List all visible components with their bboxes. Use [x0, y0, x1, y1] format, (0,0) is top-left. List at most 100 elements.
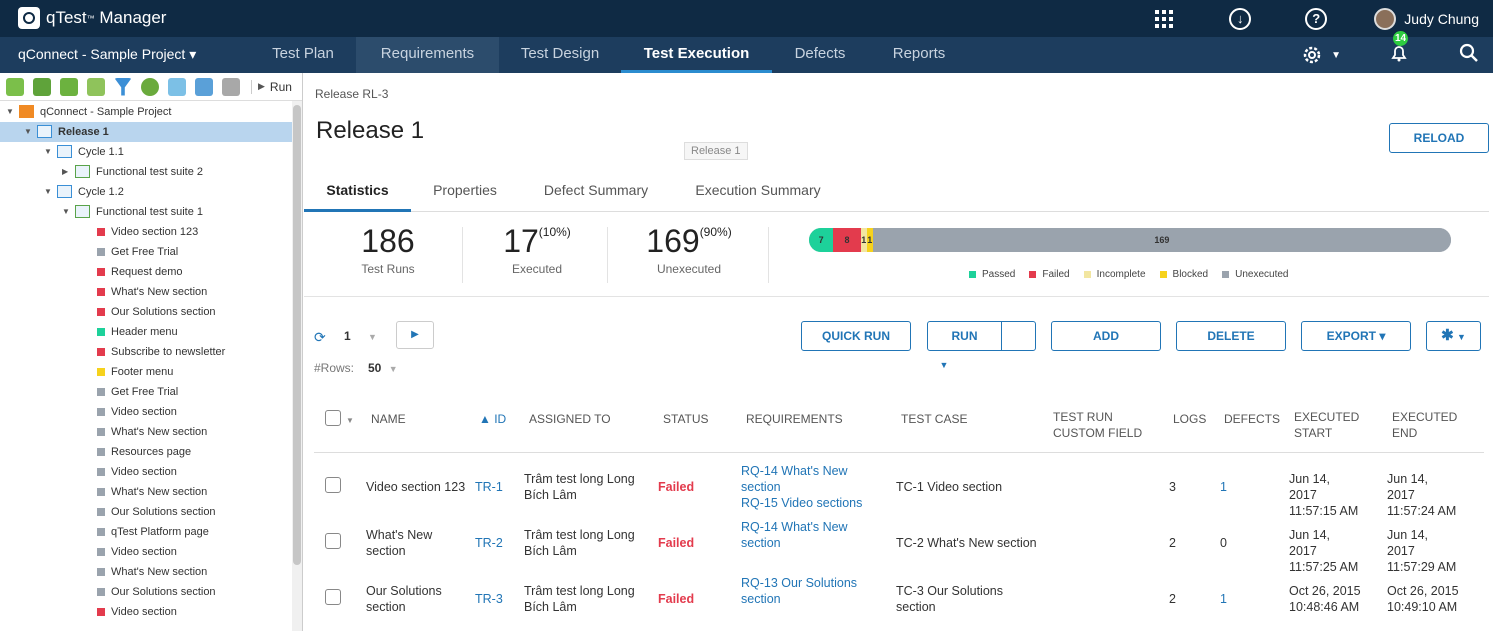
quick-run-button[interactable]: QUICK RUN — [801, 321, 911, 351]
search-icon[interactable] — [1459, 43, 1479, 67]
add-button[interactable]: ADD — [1051, 321, 1161, 351]
expand-icon[interactable]: ▶ — [62, 167, 69, 176]
settings-gear-icon[interactable]: ▼ — [1301, 44, 1341, 66]
export-button[interactable]: EXPORT ▾ — [1301, 321, 1411, 351]
tree-item[interactable]: Resources page — [0, 442, 292, 462]
col-name[interactable]: NAME — [371, 412, 406, 426]
col-executed-end[interactable]: EXECUTED END — [1392, 410, 1458, 440]
filter-icon[interactable] — [114, 77, 132, 96]
tree-item[interactable]: ▼ Cycle 1.2 — [0, 182, 292, 202]
download-icon[interactable]: ↓ — [1228, 7, 1252, 31]
refresh-icon[interactable] — [141, 77, 159, 96]
run-id-link[interactable]: TR-1 — [475, 480, 503, 494]
collapse-icon[interactable]: ▼ — [24, 127, 32, 136]
tree-item[interactable]: Request demo — [0, 262, 292, 282]
col-defects[interactable]: DEFECTS — [1224, 412, 1281, 426]
trophy-icon[interactable] — [87, 77, 105, 96]
run-button[interactable]: RUN — [928, 322, 1002, 350]
user-menu[interactable]: Judy Chung — [1374, 7, 1479, 30]
run-name[interactable]: Video section 123 — [366, 480, 466, 494]
export-icon[interactable] — [195, 77, 213, 96]
requirement-link[interactable]: RQ-13 Our Solutions section — [741, 576, 858, 606]
requirement-link[interactable]: RQ-14 What's New section — [741, 464, 848, 494]
row-checkbox[interactable] — [325, 533, 341, 549]
tree-item[interactable]: Video section 123 — [0, 222, 292, 242]
col-id[interactable]: ▲ ID — [479, 412, 507, 426]
table-row[interactable]: What's New section TR-2 Trâm test long Lon… — [314, 515, 1484, 574]
tab-test-execution[interactable]: Test Execution — [621, 37, 772, 73]
logs-count[interactable]: 2 — [1169, 536, 1176, 550]
tab-reports[interactable]: Reports — [892, 45, 946, 62]
scroll-thumb[interactable] — [293, 105, 301, 565]
defects-count[interactable]: 0 — [1220, 536, 1227, 550]
tree-item[interactable]: Video section — [0, 602, 292, 622]
new-release-icon[interactable] — [6, 77, 24, 96]
tree-item[interactable]: ▼ qConnect - Sample Project — [0, 102, 292, 122]
tree-item[interactable]: Our Solutions section — [0, 502, 292, 522]
tree-item[interactable]: ▼ Release 1 — [0, 122, 292, 142]
tree-item[interactable]: Get Free Trial — [0, 382, 292, 402]
requirement-link[interactable]: RQ-15 Video sections — [741, 496, 863, 510]
delete-button[interactable]: DELETE — [1176, 321, 1286, 351]
run-id-link[interactable]: TR-3 — [475, 592, 503, 606]
tab-test-plan[interactable]: Test Plan — [272, 45, 334, 62]
test-case[interactable]: TC-3 Our Solutions section — [896, 584, 1003, 614]
tree-item[interactable]: What's New section — [0, 482, 292, 502]
run-dropdown-icon[interactable]: ▼ — [939, 360, 949, 370]
col-executed-start[interactable]: EXECUTED START — [1294, 410, 1360, 440]
refresh-icon[interactable]: ⟳ — [314, 329, 326, 345]
tab-statistics[interactable]: Statistics — [304, 179, 411, 212]
run-id-link[interactable]: TR-2 — [475, 536, 503, 550]
next-page-button[interactable]: ▶ — [396, 321, 434, 349]
add-icon[interactable] — [60, 77, 78, 96]
collapse-icon[interactable]: ▼ — [44, 147, 52, 156]
sidebar-scrollbar[interactable] — [292, 101, 302, 631]
app-logo[interactable]: qTest ™ Manager — [18, 7, 166, 29]
run-name[interactable]: Our Solutions section — [366, 584, 442, 614]
collapse-icon[interactable]: ▼ — [62, 207, 70, 216]
col-requirements[interactable]: REQUIREMENTS — [746, 412, 843, 426]
tab-defects[interactable]: Defects — [794, 45, 846, 62]
tree-item[interactable]: Video section — [0, 402, 292, 422]
help-icon[interactable]: ? — [1304, 7, 1328, 31]
tree-item[interactable]: Video section — [0, 542, 292, 562]
tab-requirements[interactable]: Requirements — [356, 37, 499, 73]
reload-button[interactable]: RELOAD — [1389, 123, 1489, 153]
defects-count[interactable]: 1 — [1220, 480, 1227, 494]
screen-icon[interactable] — [222, 77, 240, 96]
col-logs[interactable]: LOGS — [1173, 412, 1207, 426]
tree-item[interactable]: Get Free Trial — [0, 242, 292, 262]
tab-properties[interactable]: Properties — [433, 182, 497, 198]
tree-item[interactable]: Video section — [0, 462, 292, 482]
tree-item[interactable]: What's New section — [0, 282, 292, 302]
logs-count[interactable]: 3 — [1169, 480, 1176, 494]
tree-item[interactable]: Our Solutions section — [0, 302, 292, 322]
logs-count[interactable]: 2 — [1169, 592, 1176, 606]
apps-grid-icon[interactable] — [1152, 7, 1176, 31]
select-menu-icon[interactable]: ▼ — [346, 416, 354, 425]
tree-item[interactable]: ▼ Functional test suite 1 — [0, 202, 292, 222]
tree-item[interactable]: Header menu — [0, 322, 292, 342]
tree-item[interactable]: qTest Platform page — [0, 522, 292, 542]
tree-item[interactable]: ▼ Cycle 1.1 — [0, 142, 292, 162]
copy-icon[interactable] — [168, 77, 186, 96]
collapse-icon[interactable]: ▼ — [44, 187, 52, 196]
tab-test-design[interactable]: Test Design — [520, 45, 600, 62]
tab-defect-summary[interactable]: Defect Summary — [543, 182, 649, 198]
tree-item[interactable]: What's New section — [0, 562, 292, 582]
row-checkbox[interactable] — [325, 589, 341, 605]
col-status[interactable]: STATUS — [663, 412, 709, 426]
requirement-link[interactable]: RQ-14 What's New section — [741, 520, 848, 550]
col-custom-field[interactable]: TEST RUN CUSTOM FIELD — [1053, 410, 1143, 440]
new-cycle-icon[interactable] — [33, 77, 51, 96]
table-row[interactable]: Video section 123 TR-1 Trâm test long Long… — [314, 459, 1484, 518]
tree-item[interactable]: ▶ Functional test suite 2 — [0, 162, 292, 182]
tree-item[interactable]: Footer menu — [0, 362, 292, 382]
tree-item[interactable]: Our Solutions section — [0, 582, 292, 602]
run-toolbar-button[interactable]: ▶ Run — [251, 79, 292, 94]
run-name[interactable]: What's New section — [366, 528, 433, 558]
select-all-checkbox[interactable] — [325, 410, 341, 426]
table-row[interactable]: Our Solutions section TR-3 Trâm test long … — [314, 571, 1484, 627]
col-test-case[interactable]: TEST CASE — [901, 412, 968, 426]
collapse-icon[interactable]: ▼ — [6, 107, 14, 116]
